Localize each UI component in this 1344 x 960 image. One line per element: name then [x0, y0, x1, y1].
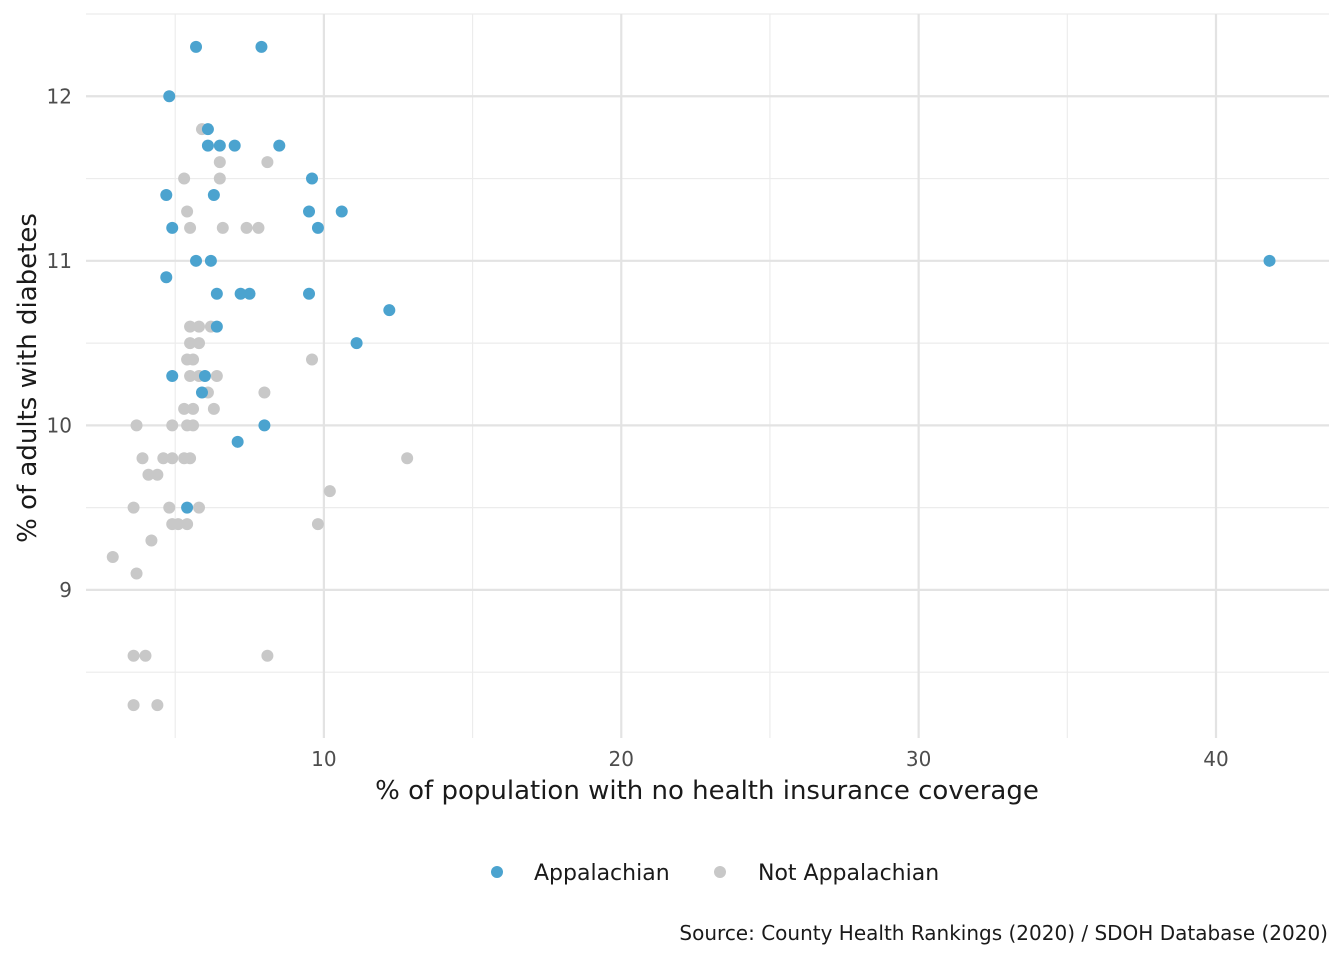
- point-not-appalachian: [184, 452, 197, 465]
- point-not-appalachian: [401, 452, 414, 465]
- point-not-appalachian: [181, 518, 194, 531]
- point-appalachian: [210, 287, 223, 300]
- point-not-appalachian: [184, 320, 197, 333]
- point-appalachian: [210, 320, 223, 333]
- point-not-appalachian: [187, 402, 200, 415]
- point-appalachian: [383, 304, 396, 317]
- point-appalachian: [201, 123, 214, 136]
- point-not-appalachian: [127, 699, 140, 712]
- point-not-appalachian: [130, 419, 143, 432]
- point-not-appalachian: [261, 649, 274, 662]
- data-points: [106, 40, 1276, 712]
- point-not-appalachian: [184, 370, 197, 382]
- point-not-appalachian: [240, 221, 253, 234]
- legend: Appalachian Not Appalachian: [491, 861, 939, 886]
- point-appalachian: [273, 139, 286, 152]
- y-axis-title: % of adults with diabetes: [13, 213, 43, 543]
- point-not-appalachian: [213, 172, 226, 185]
- point-appalachian: [255, 40, 268, 53]
- point-not-appalachian: [151, 468, 164, 481]
- point-appalachian: [303, 287, 316, 300]
- legend-marker-not-appalachian: [714, 866, 726, 878]
- x-tick-label: 40: [1203, 747, 1228, 771]
- point-not-appalachian: [311, 518, 324, 531]
- point-not-appalachian: [210, 370, 223, 382]
- legend-label-appalachian: Appalachian: [534, 861, 670, 886]
- y-tick-label: 11: [47, 249, 72, 273]
- point-not-appalachian: [181, 205, 194, 218]
- point-appalachian: [190, 254, 203, 267]
- point-appalachian: [311, 221, 324, 234]
- point-appalachian: [228, 139, 241, 152]
- point-not-appalachian: [127, 501, 140, 514]
- point-appalachian: [350, 337, 363, 350]
- point-not-appalachian: [145, 534, 158, 547]
- point-appalachian: [166, 370, 179, 382]
- point-appalachian: [204, 254, 217, 267]
- x-tick-label: 20: [609, 747, 634, 771]
- point-not-appalachian: [163, 501, 176, 514]
- legend-marker-appalachian: [491, 866, 503, 878]
- point-not-appalachian: [193, 320, 205, 333]
- point-not-appalachian: [193, 501, 205, 514]
- x-tick-label: 10: [311, 747, 336, 771]
- point-appalachian: [160, 189, 173, 201]
- point-not-appalachian: [157, 452, 170, 465]
- legend-label-not-appalachian: Not Appalachian: [758, 861, 939, 886]
- x-axis-title: % of population with no health insurance…: [375, 776, 1039, 806]
- point-not-appalachian: [106, 551, 119, 563]
- x-tick-label: 30: [906, 747, 931, 771]
- point-appalachian: [207, 189, 220, 201]
- y-tick-label: 10: [47, 413, 72, 437]
- point-not-appalachian: [187, 353, 200, 366]
- point-not-appalachian: [136, 452, 149, 465]
- point-appalachian: [258, 419, 271, 432]
- point-appalachian: [335, 205, 348, 218]
- point-appalachian: [166, 221, 179, 234]
- point-appalachian: [243, 287, 256, 300]
- point-appalachian: [231, 435, 244, 448]
- point-appalachian: [1263, 254, 1276, 267]
- point-not-appalachian: [178, 172, 191, 185]
- point-not-appalachian: [252, 221, 265, 234]
- point-appalachian: [181, 501, 194, 514]
- axis-tick-labels: 10 20 30 40 9 10 11 12: [47, 84, 1229, 771]
- y-tick-label: 9: [59, 578, 72, 602]
- y-tick-label: 12: [47, 84, 72, 108]
- point-not-appalachian: [187, 419, 200, 432]
- point-appalachian: [234, 287, 247, 300]
- point-not-appalachian: [166, 452, 179, 465]
- point-appalachian: [160, 271, 173, 284]
- point-appalachian: [306, 172, 318, 185]
- point-not-appalachian: [151, 699, 164, 712]
- point-not-appalachian: [130, 567, 143, 580]
- point-not-appalachian: [216, 221, 229, 234]
- point-not-appalachian: [166, 419, 179, 432]
- point-not-appalachian: [127, 649, 140, 662]
- point-not-appalachian: [139, 649, 152, 662]
- point-not-appalachian: [258, 386, 271, 399]
- point-appalachian: [303, 205, 316, 218]
- grid-lines: [86, 13, 1329, 738]
- point-appalachian: [163, 90, 176, 103]
- point-not-appalachian: [172, 518, 185, 531]
- point-not-appalachian: [207, 402, 220, 415]
- point-not-appalachian: [193, 337, 205, 350]
- point-not-appalachian: [178, 402, 191, 415]
- point-not-appalachian: [261, 156, 274, 169]
- point-appalachian: [201, 139, 214, 152]
- point-appalachian: [195, 386, 208, 399]
- point-not-appalachian: [184, 221, 197, 234]
- source-caption: Source: County Health Rankings (2020) / …: [679, 921, 1328, 945]
- point-not-appalachian: [184, 337, 197, 350]
- point-appalachian: [190, 40, 203, 53]
- point-appalachian: [198, 370, 211, 382]
- point-not-appalachian: [213, 156, 226, 169]
- point-not-appalachian: [323, 485, 336, 498]
- point-appalachian: [213, 139, 226, 152]
- point-not-appalachian: [142, 468, 155, 481]
- point-not-appalachian: [306, 353, 318, 366]
